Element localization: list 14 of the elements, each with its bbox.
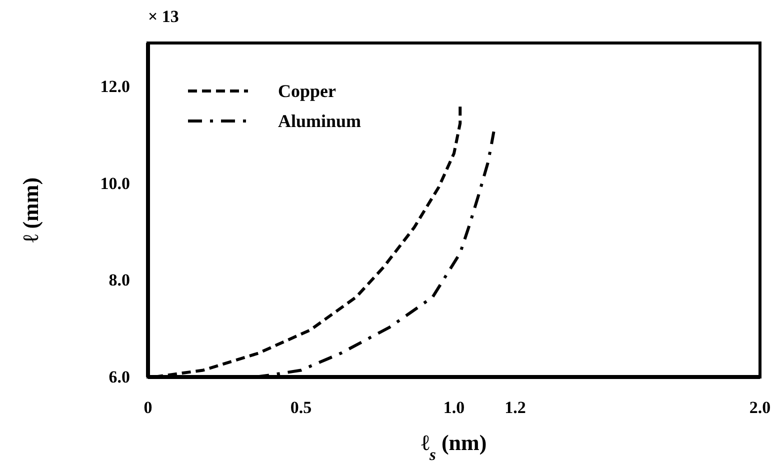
legend-label: Copper: [278, 81, 336, 101]
y-tick-label: 6.0: [108, 367, 130, 386]
x-tick-label: 2.0: [749, 398, 771, 418]
legend-label: Aluminum: [278, 111, 362, 131]
x-tick-label: 0.5: [290, 398, 312, 418]
x-axis-title: ℓ$_{s}$ (nm): [421, 430, 487, 462]
x-tick-label: 0: [144, 398, 152, 418]
x-tick-label: 1.0: [443, 398, 465, 418]
y-tick-label: 8.0: [108, 270, 130, 290]
y-tick-label: 10.0: [100, 174, 130, 193]
y-axis-title: ℓ (mm): [18, 177, 43, 243]
text: × 13: [148, 7, 179, 26]
y-tick-label: 12.0: [100, 77, 130, 96]
x-tick-label: 1.2: [504, 398, 526, 418]
